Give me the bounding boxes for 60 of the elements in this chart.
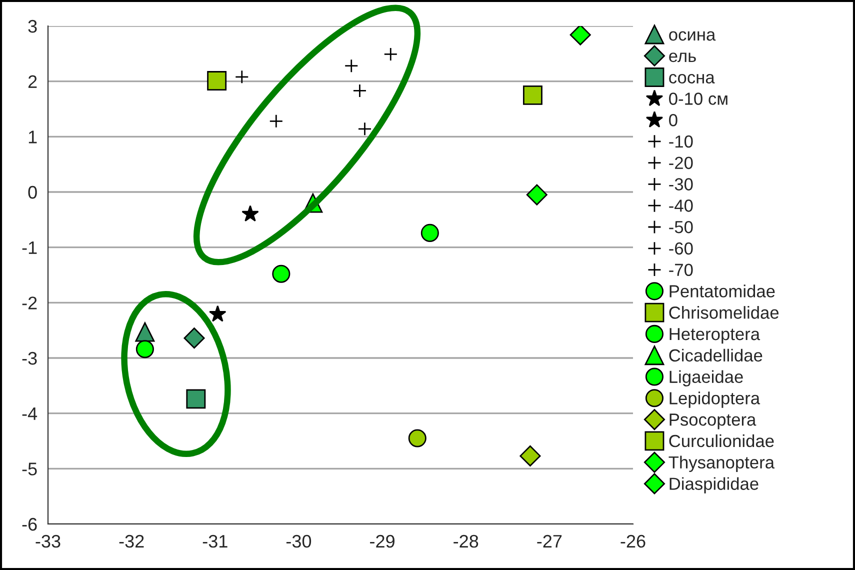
legend-label: ель: [669, 52, 696, 62]
legend-label: 0-10 см: [669, 92, 728, 105]
point: [384, 47, 398, 62]
y-tick-label: -2: [22, 296, 37, 310]
legend-label: -10: [669, 135, 693, 148]
point: [207, 71, 227, 91]
y-tick-label: -4: [22, 407, 38, 420]
point: [242, 205, 259, 222]
point: [136, 340, 154, 358]
legend-label: осина: [669, 31, 716, 41]
legend-label: Pentatomidae: [670, 284, 775, 298]
point: [184, 328, 205, 349]
legend-label: Chrisomelidae: [669, 306, 779, 319]
point: [344, 58, 358, 73]
legend-label: 0: [669, 114, 678, 126]
y-tick-label: -1: [22, 241, 37, 254]
point: [520, 445, 541, 466]
point: [209, 305, 226, 322]
point: [358, 122, 372, 136]
point: [234, 70, 249, 84]
legend-label: -50: [669, 220, 693, 234]
y-tick-label: -6: [22, 518, 37, 531]
legend-label: Lepidoptera: [670, 392, 760, 408]
legend-label: -40: [669, 200, 693, 212]
x-tick-label: -28: [454, 534, 478, 548]
legend-label: -60: [669, 242, 693, 255]
legend-label: Psocoptera: [670, 414, 756, 430]
x-tick-label: -30: [286, 534, 312, 548]
point: [570, 26, 591, 46]
legend-label: Ligaeidae: [670, 370, 743, 386]
legend-label: Cicadellidae: [669, 348, 762, 362]
point: [420, 224, 439, 242]
y-tick-label: -5: [22, 462, 37, 476]
legend-label: Curculionidae: [669, 434, 774, 448]
x-tick-label: -33: [36, 534, 60, 548]
point: [352, 84, 367, 98]
x-tick-label: -29: [370, 534, 394, 548]
x-tick-label: -27: [537, 534, 562, 548]
point: [135, 322, 155, 342]
y-tick-label: -3: [22, 352, 37, 365]
point: [272, 264, 290, 283]
legend-label: Heteroptera: [670, 328, 760, 344]
legend-label: сосна: [669, 74, 715, 84]
point: [408, 429, 426, 448]
x-tick-label: -32: [119, 534, 144, 548]
legend-label: -20: [669, 156, 693, 170]
legend-label: -70: [669, 264, 693, 276]
y-tick-label: 0: [28, 186, 37, 199]
y-tick-label: 3: [28, 20, 37, 33]
y-tick-label: 2: [28, 75, 37, 88]
x-tick-label: -26: [620, 534, 646, 548]
y-tick-label: 1: [28, 130, 37, 144]
legend-label: Diaspididae: [670, 477, 758, 494]
legend-label: Thysanoptera: [668, 456, 775, 472]
point: [186, 389, 206, 409]
x-tick-label: -31: [202, 534, 228, 548]
point: [526, 184, 548, 206]
legend-label: -30: [669, 178, 693, 190]
point: [522, 85, 542, 105]
point: [269, 114, 284, 128]
